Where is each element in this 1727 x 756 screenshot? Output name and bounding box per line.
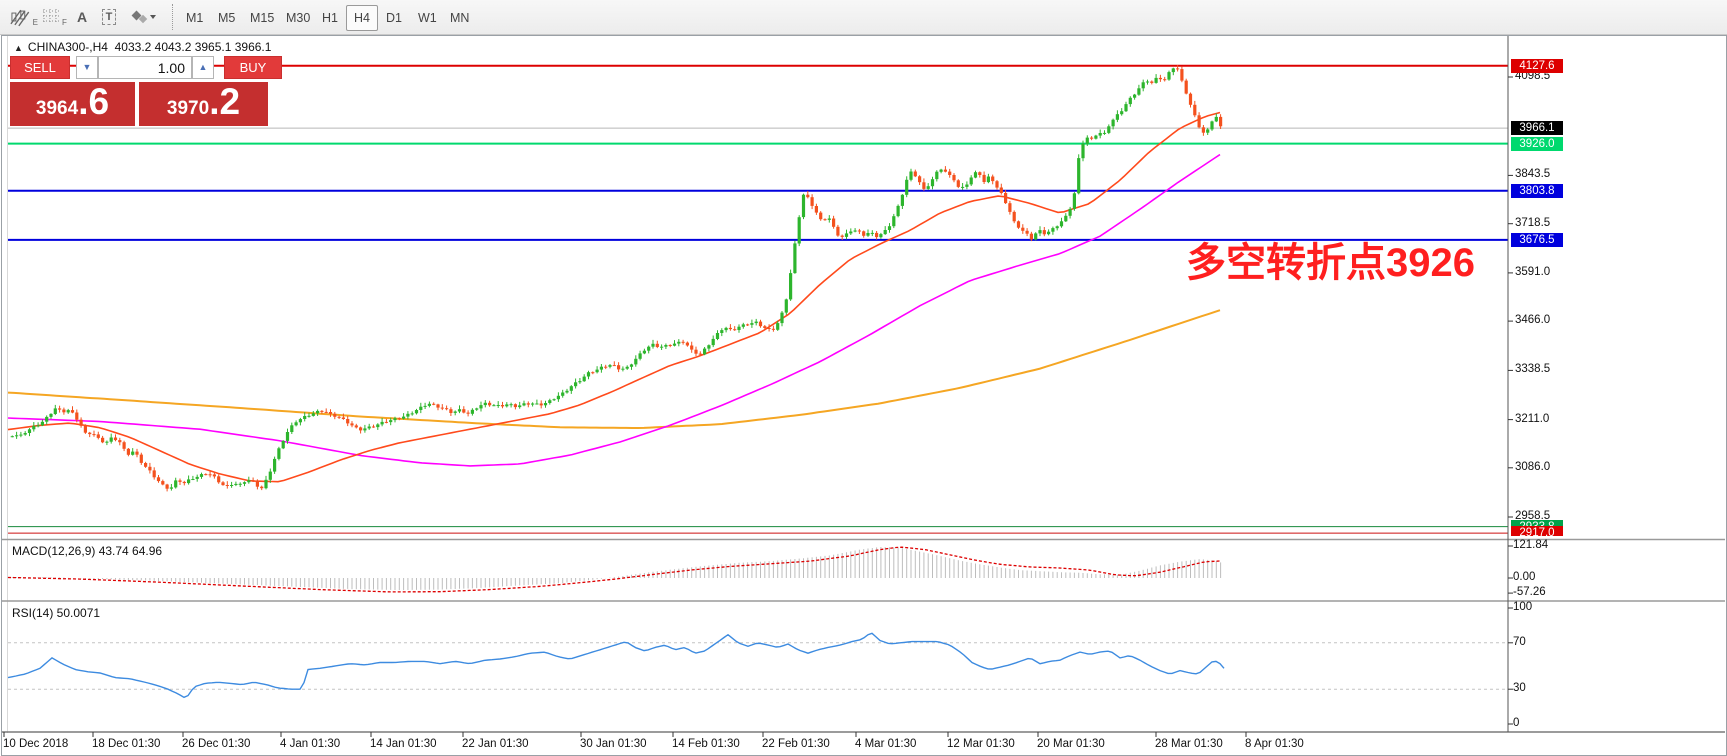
price-tick-label: 3718.5: [1515, 216, 1551, 229]
buy-price-display[interactable]: 3970.2: [139, 82, 268, 126]
symbol-period-label: CHINA300-,H4: [27, 40, 108, 54]
main-toolbar: E F A T M1 M5 M15 M30 H1 H4 D1 W1 MN: [0, 0, 1727, 35]
candlestick-chart-icon[interactable]: E: [8, 4, 38, 30]
pane-borders: [2, 36, 1725, 733]
sell-button[interactable]: SELL: [10, 56, 70, 79]
icon-sub-label: E: [32, 17, 38, 27]
timeframe-w1[interactable]: W1: [418, 11, 437, 25]
timeframe-m30[interactable]: M30: [286, 11, 311, 25]
macd-axis-label: -57.26: [1513, 586, 1546, 599]
price-tick-label: 3086.0: [1515, 460, 1551, 473]
ohlc-label: 4033.2 4043.2 3965.1 3966.1: [114, 40, 272, 54]
moving-averages: [7, 111, 1221, 483]
date-axis-label: 12 Mar 01:30: [947, 738, 1015, 750]
price-tick-label: 3338.5: [1515, 363, 1551, 376]
date-axis-label: 30 Jan 01:30: [580, 738, 647, 750]
objects-arrows-icon[interactable]: [126, 4, 160, 30]
diamonds-glyph: [131, 10, 156, 24]
price-tick-label: 2958.5: [1515, 510, 1551, 523]
timeframe-m1[interactable]: M1: [186, 11, 204, 25]
rsi-pane: [7, 632, 1508, 699]
price-badge: 3966.1: [1511, 121, 1563, 136]
chevron-down-icon: ▼: [82, 62, 92, 72]
rsi-axis-label: 30: [1513, 682, 1526, 695]
timeframe-h1[interactable]: H1: [322, 11, 338, 25]
sell-price-main: 3964: [35, 98, 79, 119]
price-tick-label: 3211.0: [1515, 412, 1550, 425]
icon-sub-label: F: [62, 17, 67, 27]
date-axis-label: 10 Dec 2018: [3, 738, 69, 750]
price-tick-label: 3466.0: [1515, 314, 1551, 327]
candlestick-glyph: [10, 9, 30, 27]
rsi-indicator-label: RSI(14) 50.0071: [12, 606, 101, 620]
rsi-axis-label: 0: [1513, 717, 1520, 729]
date-axis-label: 4 Mar 01:30: [855, 738, 917, 750]
date-axis-label: 14 Jan 01:30: [370, 738, 437, 750]
price-tick-label: 4098.5: [1515, 70, 1551, 82]
macd-indicator-label: MACD(12,26,9) 43.74 64.96: [12, 544, 163, 558]
date-axis-label: 14 Feb 01:30: [672, 738, 740, 750]
sell-price-frac: .6: [78, 81, 110, 122]
price-badge: 4127.6: [1511, 58, 1563, 73]
macd-axis-label: 0.00: [1513, 571, 1536, 583]
timeframe-m15[interactable]: M15: [250, 11, 275, 25]
date-axis-label: 18 Dec 01:30: [92, 738, 161, 750]
price-badge: 3803.8: [1511, 183, 1563, 198]
symbol-collapse-icon[interactable]: ▲: [14, 43, 23, 53]
text-annotation-icon[interactable]: A: [76, 9, 88, 25]
buy-button[interactable]: BUY: [224, 56, 282, 79]
date-axis-label: 26 Dec 01:30: [182, 738, 251, 750]
buy-price-frac: .2: [209, 81, 241, 122]
candles: [10, 65, 1223, 492]
chart-text-annotation: 多空转折点3926: [1186, 241, 1475, 285]
volume-decrease-button[interactable]: ▼: [76, 56, 98, 79]
price-badge: 3676.5: [1511, 232, 1563, 247]
grid-glyph: [43, 9, 60, 24]
price-tick-label: 3843.5: [1515, 168, 1551, 181]
price-badge: 2917.0: [1511, 526, 1563, 537]
timeframe-mn[interactable]: MN: [450, 11, 470, 25]
price-tick-label: 3591.0: [1515, 265, 1551, 278]
volume-increase-button[interactable]: ▲: [192, 56, 214, 79]
timeframe-h4[interactable]: H4: [346, 5, 378, 31]
timeframe-d1[interactable]: D1: [386, 11, 402, 25]
date-axis-label: 22 Feb 01:30: [762, 738, 830, 750]
grid-fractal-icon[interactable]: F: [40, 4, 68, 30]
date-axis-label: 4 Jan 01:30: [280, 738, 341, 750]
horizontal-lines: [8, 64, 1508, 534]
chart-title: ▲ CHINA300-,H4 4033.2 4043.2 3965.1 3966.…: [14, 40, 271, 54]
rsi-axis-label: 100: [1513, 601, 1533, 613]
date-axis-label: 8 Apr 01:30: [1245, 738, 1304, 750]
price-badge: 3926.0: [1511, 136, 1563, 151]
chevron-up-icon: ▲: [198, 62, 208, 72]
text-box-icon[interactable]: T: [96, 4, 122, 30]
date-axis-label: 28 Mar 01:30: [1155, 738, 1223, 750]
buy-price-main: 3970: [166, 98, 210, 119]
chart-window: [1, 35, 1727, 756]
macd-axis-label: 121.84: [1513, 538, 1549, 551]
toolbar-separator: [172, 4, 173, 30]
volume-input[interactable]: 1.00: [98, 56, 192, 79]
macd-pane: [7, 546, 1222, 593]
axis-ticks: [3, 76, 1513, 737]
rsi-axis-label: 70: [1513, 635, 1526, 648]
sell-price-display[interactable]: 3964.6: [10, 82, 135, 126]
date-axis-label: 20 Mar 01:30: [1037, 738, 1105, 750]
trade-panel-row: SELL ▼ 1.00 ▲ BUY: [10, 56, 282, 79]
date-axis-label: 22 Jan 01:30: [462, 738, 529, 750]
timeframe-m5[interactable]: M5: [218, 11, 236, 25]
